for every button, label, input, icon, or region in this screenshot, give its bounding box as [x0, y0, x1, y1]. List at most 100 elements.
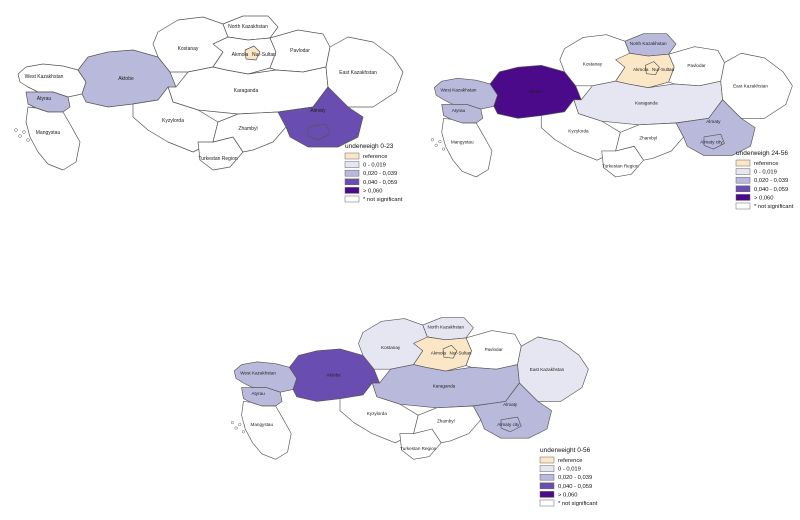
label-turkestan: Turkestan Region [602, 164, 639, 169]
legend-swatch-1 [344, 152, 360, 160]
region-zhambyl [212, 111, 287, 153]
island-shape [238, 422, 242, 426]
label-karaganda: Karaganda [635, 100, 658, 105]
label-atyrau: Atyrau [251, 391, 265, 396]
legend-3: underweight 0-56 reference 0 - 0,019 0,020 … [539, 447, 598, 507]
legend-swatch-1 [539, 456, 555, 464]
legend-swatch-4 [735, 185, 751, 193]
label-east-kaz: East Kazakhstan [530, 367, 565, 372]
region-karaganda [573, 80, 723, 126]
island-shape [234, 426, 238, 430]
legend-label-4: 0,040 - 0,059 [754, 187, 788, 193]
region-atyrau [441, 104, 483, 124]
label-west-kaz: West Kazakhstan [25, 74, 64, 80]
label-pavlodar: Pavlodar [485, 347, 504, 352]
legend-label-3: 0,020 - 0,039 [558, 475, 592, 481]
legend-label-5: > 0,060 [558, 492, 578, 498]
label-mangystau: Mangystau [451, 139, 474, 144]
legend-title: underweight 0-56 [540, 447, 591, 454]
legend-swatch-2 [344, 161, 360, 168]
legend-label-6: * not significant [363, 197, 403, 203]
island-shape [18, 134, 22, 138]
legend-label-2: 0 - 0,019 [558, 467, 581, 473]
legend-title: underweigh 24-56 [736, 150, 788, 157]
label-zhambyl: Zhambyl [238, 126, 257, 132]
legend-label-3: 0,020 - 0,039 [363, 171, 397, 177]
legend-swatch-6 [539, 499, 555, 507]
label-akmola: Akmola [431, 350, 447, 355]
label-pavlodar: Pavlodar [290, 48, 310, 54]
legend-label-4: 0,040 - 0,059 [363, 180, 397, 186]
label-atyrau: Atyrau [37, 96, 52, 102]
region-mangystau [241, 401, 292, 460]
legend-label-1: reference [558, 458, 583, 464]
legend-swatch-3 [735, 176, 751, 184]
island-shape [434, 143, 438, 147]
island-shape [241, 430, 245, 434]
legend-swatch-1 [735, 159, 751, 167]
label-nur-sultan: Nur-Sultan [252, 52, 276, 58]
region-mangystau [25, 106, 81, 171]
label-nur-sultan: Nur-Sultan [450, 350, 472, 355]
region-almaty [675, 99, 756, 156]
legend-label-4: 0,040 - 0,059 [558, 484, 592, 490]
label-north-kaz: North Kazakhstan [630, 41, 667, 46]
region-almaty [277, 86, 364, 148]
island-shape [230, 421, 234, 425]
label-aktobe: Aktobe [118, 76, 134, 82]
label-almaty-city: Almaty city [497, 422, 520, 427]
label-akmola: Akmola [232, 52, 249, 58]
legend-title: underweigh 0-23 [345, 143, 394, 150]
choropleth-map-3: West Kazakhstan Atyrau Mangystau Aktobe Kost… [230, 317, 589, 460]
label-north-kaz: North Kazakhstan [228, 24, 268, 30]
label-almaty-city: Almaty city [700, 139, 723, 144]
label-turkestan: Turkestan Region [400, 446, 437, 451]
region-atyrau [241, 387, 283, 407]
label-zhambyl: Zhambyl [437, 419, 455, 424]
legend-label-6: * not significant [754, 204, 794, 210]
label-karaganda: Karaganda [433, 384, 456, 389]
legend-label-1: reference [363, 154, 388, 160]
label-almaty: Almaty [310, 108, 326, 114]
label-turkestan: Turkestan Region [198, 156, 237, 162]
label-kostanay: Kostanay [381, 345, 401, 350]
legend-label-1: reference [754, 161, 779, 167]
region-almaty-city [500, 416, 522, 433]
label-north-kaz: North Kazakhstan [428, 325, 465, 330]
region-nur-sultan [645, 61, 660, 75]
label-east-kaz: East Kazakhstan [733, 84, 768, 89]
label-kyzylorda: Kyzylorda [568, 128, 589, 133]
label-kyzylorda: Kyzylorda [162, 118, 184, 124]
label-almaty: Almaty [503, 402, 518, 407]
label-east-kaz: East Kazakhstan [339, 70, 377, 76]
legend-label-6: * not significant [558, 501, 598, 507]
region-atyrau [25, 91, 71, 113]
label-aktobe: Aktobe [326, 373, 341, 378]
legend-2: underweigh 24-56 reference 0 - 0,019 0,020 … [735, 150, 794, 210]
label-nur-sultan: Nur-Sultan [652, 67, 675, 72]
legend-label-2: 0 - 0,019 [363, 163, 386, 169]
label-karaganda: Karaganda [234, 88, 259, 94]
island-shape [26, 138, 30, 142]
label-kostanay: Kostanay [178, 46, 199, 52]
label-almaty: Almaty [706, 119, 721, 124]
label-west-kaz: West Kazakhstan [240, 371, 276, 376]
legend-label-5: > 0,060 [754, 195, 774, 201]
region-nur-sultan [442, 344, 458, 359]
legend-swatch-3 [344, 169, 360, 177]
legend-1: underweigh 0-23 reference 0 - 0,019 0,020 -… [344, 143, 403, 203]
region-almaty-city [703, 133, 725, 150]
choropleth-map-1: West Kazakhstan Atyrau Mangystau Aktobe Kost… [14, 15, 404, 171]
label-aktobe: Aktobe [528, 89, 543, 94]
legend-label-2: 0 - 0,019 [754, 170, 777, 176]
island-shape [442, 147, 446, 151]
legend-swatch-3 [539, 473, 555, 481]
island-shape [22, 130, 26, 134]
region-zhambyl [413, 405, 482, 444]
island-shape [14, 128, 18, 132]
legend-swatch-5 [735, 194, 751, 201]
legend-swatch-4 [344, 178, 360, 186]
label-akmola: Akmola [633, 67, 649, 72]
legend-swatch-5 [539, 491, 555, 498]
